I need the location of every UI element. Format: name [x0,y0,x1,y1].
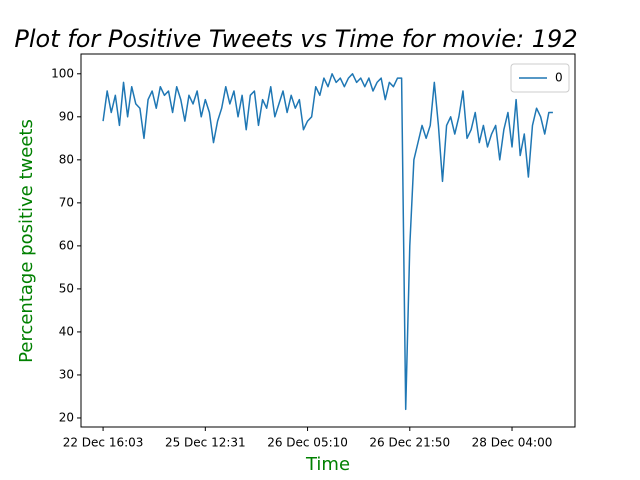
y-tick-label: 60 [59,238,74,252]
y-tick-label: 20 [59,410,74,424]
y-tick-label: 30 [59,367,74,381]
y-tick-label: 100 [51,66,74,80]
x-tick-label: 28 Dec 04:00 [472,436,553,450]
y-tick-label: 90 [59,109,74,123]
chart-title: Plot for Positive Tweets vs Time for mov… [14,25,577,53]
x-tick-label: 25 Dec 12:31 [165,436,246,450]
x-tick-label: 22 Dec 16:03 [63,436,144,450]
x-axis-label: Time [305,454,350,475]
x-tick-label: 26 Dec 21:50 [369,436,450,450]
plot-frame [80,53,576,428]
y-tick-label: 70 [59,195,74,209]
y-tick-label: 40 [59,324,74,338]
y-tick-label: 80 [59,152,74,166]
x-tick-label: 26 Dec 05:10 [267,436,348,450]
y-tick-label: 50 [59,281,74,295]
y-axis-label: Percentage positive tweets [16,119,37,363]
line [102,73,553,411]
legend-label: 0 [555,71,563,85]
